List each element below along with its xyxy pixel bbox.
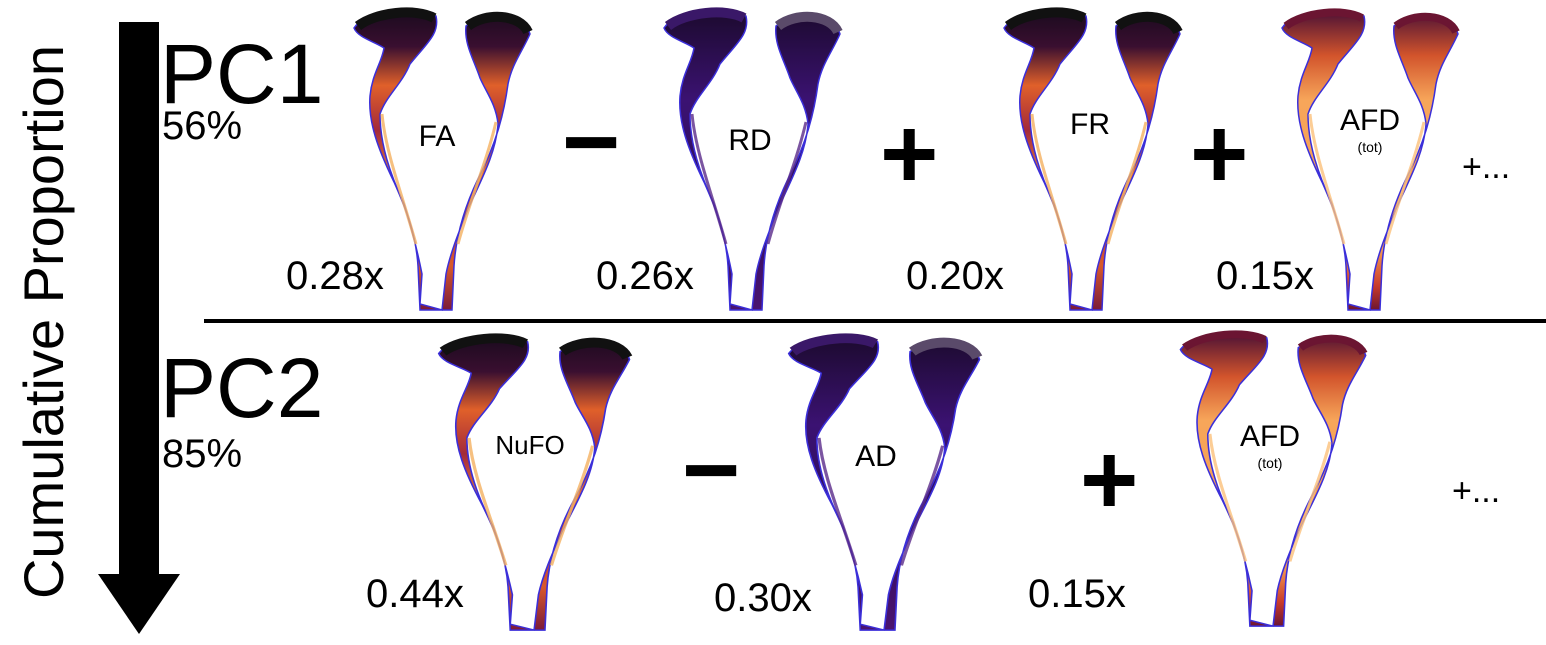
tract-label-fa: FA <box>418 120 456 153</box>
pc1-title: PC1 <box>160 27 324 121</box>
cumulative-arrow <box>98 22 180 634</box>
tract-label-fr: FR <box>1070 108 1110 141</box>
coef-pc1-fr: 0.20x <box>906 254 1004 298</box>
operator-plus: + <box>880 98 939 210</box>
coef-pc2-afd-tot: 0.15x <box>1028 572 1126 616</box>
pc2-percent: 85% <box>162 432 243 476</box>
operator-minus: − <box>682 414 741 526</box>
pc1-percent: 56% <box>162 104 243 148</box>
operator-plus: + <box>1080 424 1139 536</box>
tract-label-rd: RD <box>728 124 772 157</box>
tract-afd-tot <box>1172 326 1372 632</box>
tract-label-afd-tot: AFD (tot) <box>1240 420 1300 471</box>
coef-pc1-fa: 0.28x <box>286 254 384 298</box>
more-terms: +... <box>1452 472 1501 510</box>
tract-label-nufo: NuFO <box>495 430 565 460</box>
axis-label: Cumulative Proportion <box>12 44 75 600</box>
coef-pc2-ad: 0.30x <box>714 576 812 620</box>
operator-plus: + <box>1190 98 1249 210</box>
operator-minus: − <box>562 86 621 198</box>
tract-fr <box>996 4 1186 316</box>
more-terms: +... <box>1462 148 1511 186</box>
coef-pc2-nufo: 0.44x <box>366 572 464 616</box>
tract-label-afd-tot: AFD (tot) <box>1340 104 1400 155</box>
tract-label-ad: AD <box>855 440 897 473</box>
coef-pc1-afd-tot: 0.15x <box>1216 254 1314 298</box>
pc2-title: PC2 <box>160 341 324 435</box>
row-divider <box>204 319 1546 323</box>
coef-pc1-rd: 0.26x <box>596 254 694 298</box>
